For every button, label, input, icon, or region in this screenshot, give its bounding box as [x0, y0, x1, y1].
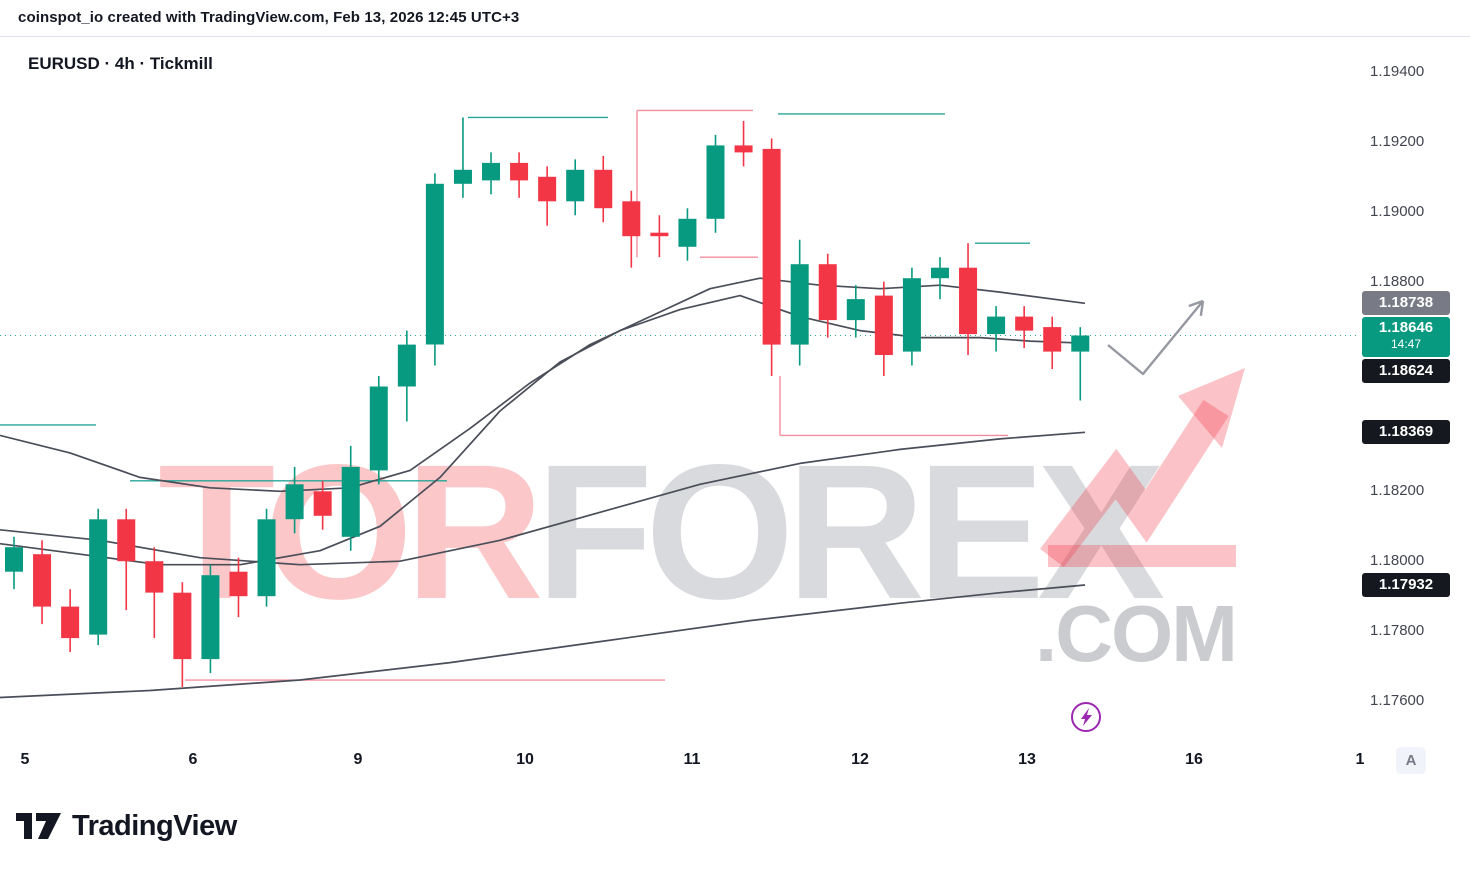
candle: [5, 536, 23, 590]
candle: [341, 445, 360, 551]
candle: [510, 152, 529, 198]
ma-upper-line[interactable]: [0, 277, 1086, 493]
candle: [33, 540, 52, 625]
price-tick-label: 1.18800: [1370, 272, 1425, 290]
candle: [762, 138, 781, 377]
candle: [229, 557, 248, 618]
price-tick-label: 1.19000: [1370, 202, 1425, 220]
candle: [818, 253, 837, 338]
time-tick-label: 12: [851, 751, 869, 768]
candle: [902, 267, 921, 366]
candle: [173, 582, 192, 688]
header-divider: [0, 36, 1470, 37]
symbol-legend[interactable]: EURUSD · 4h · Tickmill: [28, 54, 213, 73]
time-tick-label: 1: [1355, 751, 1365, 768]
candle: [145, 547, 164, 639]
candle: [874, 281, 893, 377]
time-tick-label: 16: [1185, 751, 1203, 768]
time-tick-label: 5: [20, 751, 30, 768]
candle: [566, 159, 585, 216]
ma-price-badge: 1.18738: [1362, 291, 1450, 316]
candle: [734, 120, 753, 167]
candle: [790, 239, 809, 366]
candle: [930, 257, 949, 300]
ma-mid-line[interactable]: [0, 431, 1086, 566]
ma-fast-line[interactable]: [0, 294, 1086, 566]
candle: [959, 243, 978, 356]
arrow-drawing[interactable]: [1107, 300, 1204, 376]
footer-brand[interactable]: TradingView: [16, 802, 237, 850]
flash-icon[interactable]: [1071, 702, 1101, 732]
candle: [397, 330, 416, 422]
ma-price-badge: 1.17932: [1362, 572, 1450, 597]
candle: [650, 215, 669, 258]
candle: [453, 117, 472, 198]
price-tick-label: 1.19200: [1370, 132, 1425, 150]
price-tick-label: 1.17600: [1370, 692, 1425, 709]
candle: [89, 508, 108, 646]
candle: [201, 564, 220, 674]
auto-scale-button[interactable]: A: [1396, 747, 1426, 774]
candle: [846, 285, 865, 338]
candle: [678, 208, 697, 261]
candle: [1043, 316, 1062, 370]
candle: [987, 306, 1006, 352]
time-tick-label: 10: [516, 751, 534, 768]
time-tick-label: 9: [353, 751, 363, 768]
time-tick-label: 11: [683, 751, 701, 768]
ma-price-badge: 1.18624: [1362, 359, 1450, 384]
arrow-head-icon: [1199, 300, 1205, 317]
price-tick-label: 1.17800: [1370, 622, 1425, 640]
candle: [1071, 327, 1090, 401]
candle: [257, 508, 276, 607]
tradingview-logo-icon: [16, 813, 61, 839]
candle: [594, 155, 613, 223]
ma-price-badge: 1.18369: [1362, 420, 1450, 445]
ma-slow-line[interactable]: [0, 584, 1086, 699]
candle: [706, 134, 725, 233]
candle: [313, 480, 332, 530]
arrow-head-icon: [1188, 299, 1204, 308]
price-tick-label: 1.18000: [1370, 552, 1425, 570]
candle: [482, 152, 501, 195]
current-price-badge: 1.18646 14:47: [1362, 317, 1450, 358]
candle: [285, 466, 304, 534]
price-tick-label: 1.19400: [1370, 63, 1425, 80]
time-tick-label: 13: [1018, 751, 1036, 768]
candle: [1015, 306, 1034, 349]
time-axis[interactable]: A 5 6 9 10 11 12 13 16 1: [0, 740, 1470, 782]
time-tick-label: 6: [188, 751, 198, 768]
tradingview-logo-text: TradingView: [72, 809, 237, 842]
price-tick-label: 1.18200: [1370, 482, 1425, 500]
bar-countdown: 14:47: [1390, 337, 1422, 352]
candle: [622, 190, 641, 268]
candle: [369, 376, 388, 485]
candle: [61, 589, 80, 653]
candle: [117, 508, 136, 611]
attribution-text: coinspot_io created with TradingView.com…: [18, 9, 520, 26]
price-axis[interactable]: 1.19400 1.19200 1.19000 1.18800 1.18200 1.180…: [1358, 37, 1470, 740]
candle: [425, 173, 444, 366]
candle: [538, 166, 557, 226]
